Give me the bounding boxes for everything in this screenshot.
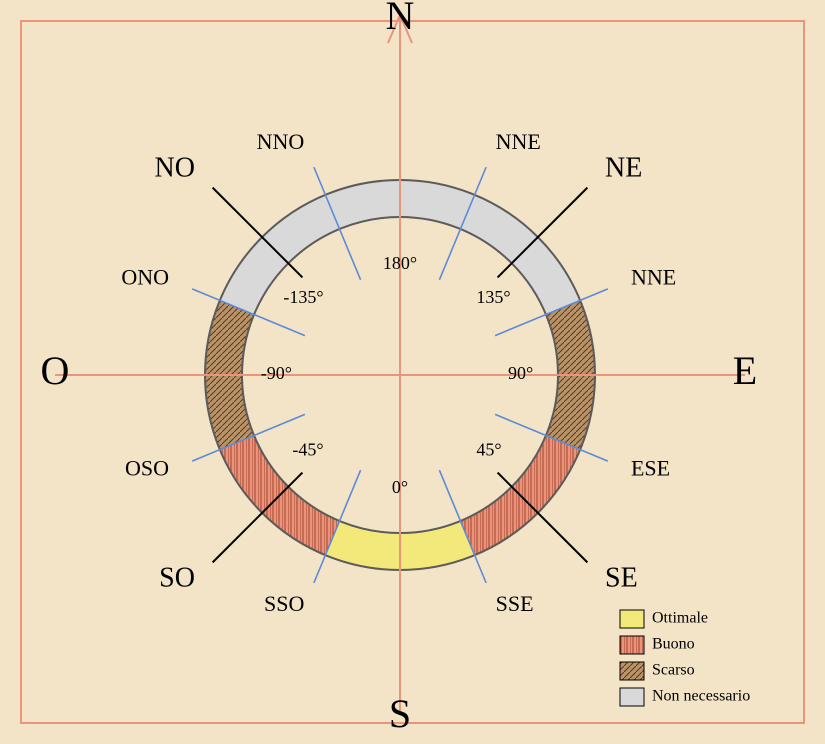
dir-label-O: O — [41, 348, 70, 393]
legend-swatch — [620, 636, 644, 654]
dir-label-S: S — [389, 691, 411, 736]
dir-label-NO: NO — [154, 152, 194, 183]
dir-label-NNE: NNE — [496, 129, 541, 154]
dir-label-OSO: OSO — [125, 456, 169, 481]
dir-label-SO: SO — [159, 562, 195, 593]
dir-label-ONO: ONO — [121, 264, 169, 289]
legend-swatch — [620, 662, 644, 680]
dir-label-SSO: SSO — [264, 591, 304, 616]
dir-label-NNO: NNO — [257, 129, 305, 154]
angle-label: 135° — [476, 287, 510, 307]
angle-label: -45° — [292, 439, 323, 459]
dir-label-NE: NE — [605, 152, 642, 183]
dir-label-E: E — [733, 348, 757, 393]
legend-label: Buono — [652, 636, 695, 653]
dir-label-N: N — [386, 0, 415, 38]
dir-label-SE: SE — [605, 562, 638, 593]
angle-label: 90° — [508, 363, 533, 383]
angle-label: -135° — [283, 287, 323, 307]
legend-label: Ottimale — [652, 610, 708, 627]
angle-label: 45° — [476, 439, 501, 459]
dir-label-SSE: SSE — [496, 591, 534, 616]
dir-label-ESE: ESE — [631, 456, 670, 481]
legend-swatch — [620, 610, 644, 628]
dir-label-NNE: NNE — [631, 264, 676, 289]
angle-label: 180° — [383, 253, 417, 273]
legend-swatch — [620, 688, 644, 706]
legend-label: Non necessario — [652, 688, 750, 705]
angle-label: 0° — [392, 477, 408, 497]
compass-svg: 180° 135° 90° 45° 0° -45° -90° -135° N NNE NE NNE E… — [0, 0, 825, 744]
legend-label: Scarso — [652, 662, 695, 679]
angle-label: -90° — [261, 363, 292, 383]
